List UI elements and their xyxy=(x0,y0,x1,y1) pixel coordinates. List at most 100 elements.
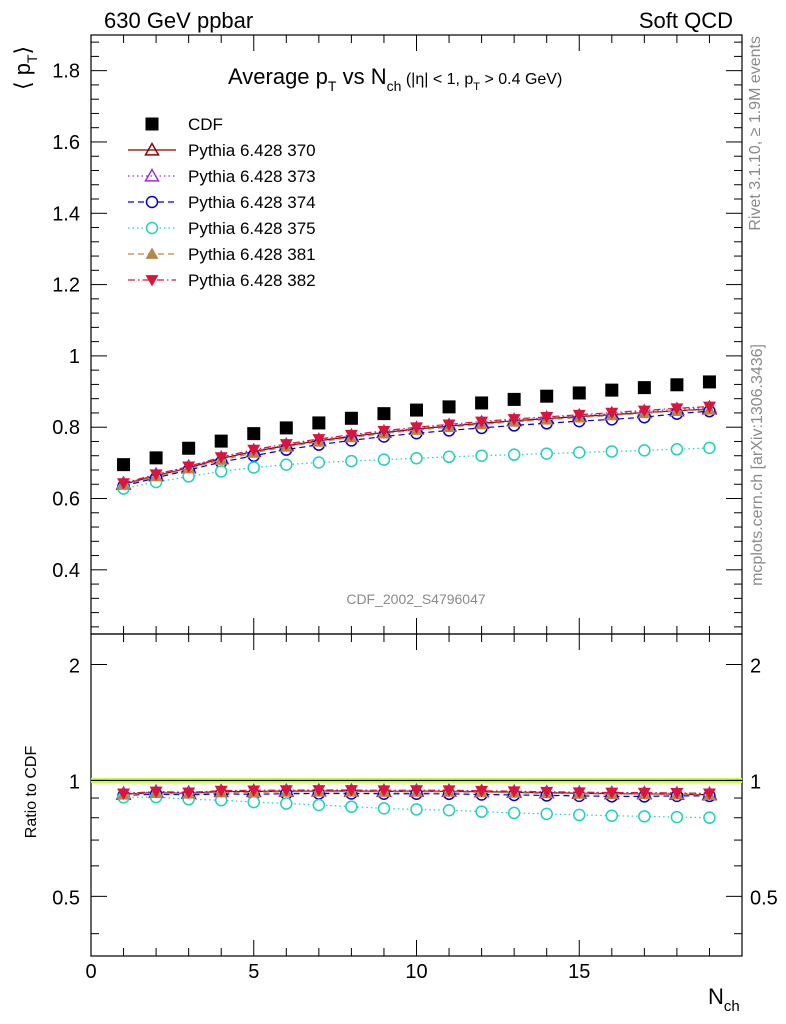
ratio-point-pythia-6-428-375 xyxy=(280,797,293,810)
ratio-point-pythia-6-428-375 xyxy=(475,805,488,818)
point-cdf xyxy=(279,421,293,435)
chart-title: Average pT vs Nch (|η| < 1, pT > 0.4 GeV… xyxy=(228,64,562,94)
y-tick-label-ratio: 1 xyxy=(69,771,80,793)
y-tick-label-main: 1.8 xyxy=(52,61,80,83)
point-pythia-6-428-375 xyxy=(312,456,326,469)
y-tick-label-main: 0.8 xyxy=(52,417,80,439)
point-pythia-6-428-375 xyxy=(377,453,391,466)
ratio-point-pythia-6-428-382 xyxy=(344,785,358,797)
legend: CDF Pythia 6.428 370 Pythia 6.428 373 Pythi… xyxy=(128,115,316,290)
y-tick-label-main: 1.6 xyxy=(52,132,80,154)
x-tick-label: 15 xyxy=(568,961,590,983)
ratio-point-pythia-6-428-375 xyxy=(638,810,651,823)
ratio-point-pythia-6-428-382 xyxy=(442,785,456,797)
ratio-point-pythia-6-428-375 xyxy=(377,802,391,815)
point-pythia-6-428-382 xyxy=(214,452,228,464)
x-tick-label: 5 xyxy=(248,961,259,983)
ratio-point-pythia-6-428-382 xyxy=(117,788,131,800)
ratio-point-pythia-6-428-382 xyxy=(149,786,163,799)
ratio-y-axis-label: Ratio to CDF xyxy=(23,746,40,839)
x-tick-label: 0 xyxy=(85,961,96,983)
legend-label-pythia-6-428-382: Pythia 6.428 382 xyxy=(188,271,316,290)
point-pythia-6-428-382 xyxy=(637,405,651,417)
ratio-point-pythia-6-428-382 xyxy=(247,785,261,797)
point-pythia-6-428-382 xyxy=(572,409,586,422)
point-pythia-6-428-375 xyxy=(442,450,456,464)
ratio-point-pythia-6-428-382 xyxy=(637,787,651,800)
point-pythia-6-428-382 xyxy=(149,469,163,481)
ratio-point-pythia-6-428-375 xyxy=(507,806,521,820)
ratio-point-pythia-6-428-382 xyxy=(605,787,619,800)
ratio-point-pythia-6-428-375 xyxy=(410,803,423,816)
point-cdf xyxy=(442,400,456,414)
point-cdf xyxy=(117,458,131,472)
point-pythia-6-428-382 xyxy=(279,439,293,451)
ratio-point-pythia-6-428-375 xyxy=(670,810,684,824)
legend-label-pythia-6-428-374: Pythia 6.428 374 xyxy=(188,193,316,212)
point-pythia-6-428-375 xyxy=(475,449,488,462)
ratio-point-pythia-6-428-375 xyxy=(703,811,716,824)
point-cdf xyxy=(507,392,521,406)
ratio-point-pythia-6-428-375 xyxy=(605,809,619,822)
point-cdf xyxy=(344,411,358,425)
point-pythia-6-428-382 xyxy=(377,425,391,438)
y-tick-label-ratio-right: 2 xyxy=(750,655,761,677)
rivet-version-label: Rivet 3.1.10, ≥ 1.9M events xyxy=(747,36,764,231)
x-axis-label: Nch xyxy=(708,984,740,1015)
point-pythia-6-428-375 xyxy=(247,461,260,474)
point-pythia-6-428-375 xyxy=(410,451,423,465)
y-tick-label-main: 1.4 xyxy=(52,203,80,225)
legend-label-cdf: CDF xyxy=(188,115,223,134)
y-tick-label-main: 0.6 xyxy=(52,489,80,511)
ratio-point-pythia-6-428-382 xyxy=(214,785,228,798)
y-tick-label-ratio-right: 0.5 xyxy=(750,887,778,909)
point-cdf xyxy=(637,381,651,395)
ratio-series-layer xyxy=(115,782,718,824)
point-pythia-6-428-382 xyxy=(605,407,619,420)
point-pythia-6-428-382 xyxy=(442,419,456,431)
legend-marker-cdf xyxy=(145,117,159,131)
point-cdf xyxy=(475,396,489,410)
ratio-point-pythia-6-428-382 xyxy=(540,786,554,799)
legend-label-pythia-6-428-373: Pythia 6.428 373 xyxy=(188,167,316,186)
y-tick-label-main: 1 xyxy=(69,346,80,368)
point-pythia-6-428-382 xyxy=(182,461,196,473)
point-cdf xyxy=(410,403,423,417)
point-cdf xyxy=(377,407,391,421)
point-pythia-6-428-375 xyxy=(214,465,228,478)
point-pythia-6-428-382 xyxy=(344,429,358,442)
point-cdf xyxy=(702,375,716,389)
ratio-point-pythia-6-428-375 xyxy=(345,800,358,813)
y-tick-label-ratio: 2 xyxy=(69,655,80,677)
point-pythia-6-428-382 xyxy=(410,422,423,434)
point-cdf xyxy=(670,378,684,392)
axes: 0 5 10 15 0.4 0.6 0.8 1 1.2 1.4 1.6 1.8 0.5 0.5 1 1 2 2 xyxy=(52,35,778,983)
point-pythia-6-428-375 xyxy=(573,446,586,459)
legend-marker-pythia-6-428-382 xyxy=(145,275,159,287)
ratio-point-pythia-6-428-375 xyxy=(540,807,553,821)
point-pythia-6-428-375 xyxy=(540,447,553,460)
point-pythia-6-428-375 xyxy=(670,443,684,456)
legend-marker-pythia-6-428-374 xyxy=(145,195,159,209)
y-tick-label-ratio: 0.5 xyxy=(52,887,80,909)
legend-label-pythia-6-428-370: Pythia 6.428 370 xyxy=(188,141,316,160)
ratio-point-pythia-6-428-382 xyxy=(312,785,326,797)
ratio-point-pythia-6-428-382 xyxy=(377,785,391,797)
point-pythia-6-428-382 xyxy=(475,416,489,428)
point-pythia-6-428-382 xyxy=(312,434,326,446)
header-right-label: Soft QCD xyxy=(639,8,733,33)
ratio-point-pythia-6-428-382 xyxy=(670,788,684,800)
ratio-point-pythia-6-428-382 xyxy=(410,785,423,797)
header-left-label: 630 GeV ppbar xyxy=(104,8,253,33)
ratio-point-pythia-6-428-382 xyxy=(702,788,716,800)
point-cdf xyxy=(312,416,326,430)
point-cdf xyxy=(182,441,196,455)
ratio-point-pythia-6-428-382 xyxy=(475,785,489,798)
legend-marker-pythia-6-428-370 xyxy=(144,141,160,156)
y-tick-label-main: 1.2 xyxy=(52,275,80,297)
point-pythia-6-428-382 xyxy=(702,401,716,414)
ratio-point-pythia-6-428-382 xyxy=(182,787,196,799)
point-pythia-6-428-375 xyxy=(507,448,521,461)
point-pythia-6-428-375 xyxy=(605,445,619,458)
